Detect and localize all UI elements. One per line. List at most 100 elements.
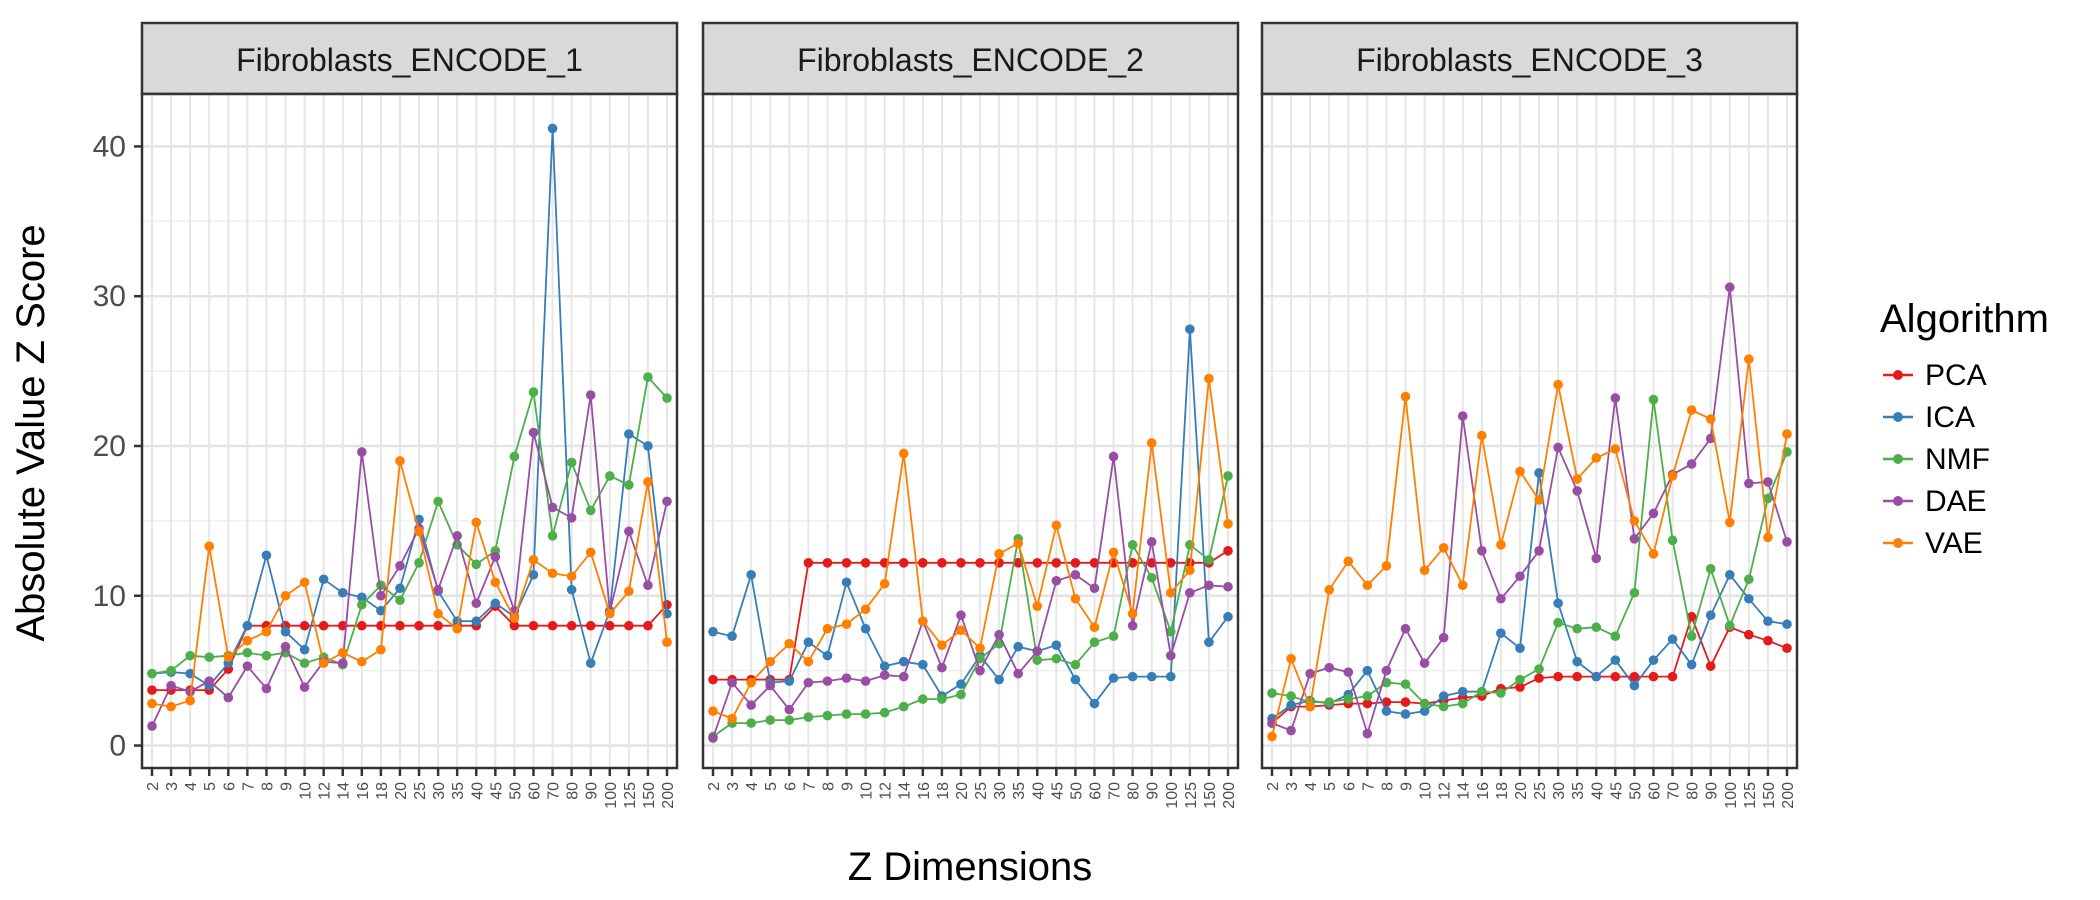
data-point xyxy=(1572,623,1582,634)
data-point xyxy=(860,623,871,634)
series-ica xyxy=(1267,468,1792,724)
series-line xyxy=(151,375,668,675)
data-point xyxy=(147,698,157,709)
data-point xyxy=(1705,610,1716,621)
data-point xyxy=(1108,451,1119,462)
data-point xyxy=(975,558,985,568)
data-point xyxy=(357,447,367,457)
data-point xyxy=(1667,471,1678,481)
data-point xyxy=(509,613,520,624)
series-ica xyxy=(708,324,1233,709)
data-point xyxy=(1165,626,1176,637)
data-point xyxy=(395,595,405,606)
plot-area xyxy=(703,94,1238,768)
x-tick-label: 35 xyxy=(450,782,467,800)
data-point xyxy=(1223,581,1233,592)
data-point xyxy=(1400,697,1411,707)
data-point xyxy=(1724,517,1735,528)
data-point xyxy=(1667,634,1678,644)
data-point xyxy=(204,652,215,662)
data-point xyxy=(662,496,672,507)
data-point xyxy=(1070,593,1081,604)
data-point xyxy=(185,686,195,697)
series-vae xyxy=(147,456,672,712)
x-tick-label: 150 xyxy=(1202,782,1219,809)
data-point xyxy=(1362,728,1373,739)
data-point xyxy=(1724,620,1735,631)
legend-swatch-point xyxy=(1893,412,1903,422)
data-point xyxy=(708,674,718,685)
data-point xyxy=(395,561,405,571)
data-point xyxy=(147,685,157,695)
data-point xyxy=(898,671,909,682)
x-tick-label: 4 xyxy=(1303,782,1320,791)
data-point xyxy=(585,505,596,516)
data-point xyxy=(1286,653,1296,664)
x-tick-label: 16 xyxy=(916,782,933,800)
data-point xyxy=(1146,438,1157,448)
series-line xyxy=(1271,472,1788,720)
data-point xyxy=(1457,698,1468,709)
data-point xyxy=(1591,553,1602,564)
data-point xyxy=(1013,641,1023,652)
x-tick-label: 2 xyxy=(1265,782,1282,791)
data-point xyxy=(803,677,814,688)
x-tick-label: 12 xyxy=(317,782,334,800)
data-point xyxy=(1610,631,1621,641)
legend-item-vae: VAE xyxy=(1883,527,1983,560)
data-point xyxy=(1089,637,1100,647)
data-point xyxy=(376,590,386,601)
x-tick-label: 9 xyxy=(279,782,296,791)
data-point xyxy=(708,706,718,716)
data-point xyxy=(1629,534,1640,544)
data-point xyxy=(1705,414,1716,424)
x-tick-label: 9 xyxy=(840,782,857,791)
data-point xyxy=(566,571,577,582)
data-point xyxy=(1108,547,1119,558)
data-point xyxy=(1127,671,1138,682)
panel-title: Fibroblasts_ENCODE_3 xyxy=(1356,42,1703,78)
data-point xyxy=(765,656,776,667)
data-point xyxy=(1553,442,1563,453)
data-point xyxy=(318,620,329,631)
data-point xyxy=(1686,459,1697,469)
panel-border xyxy=(1260,92,1799,770)
data-point xyxy=(528,620,539,631)
data-point xyxy=(1089,698,1100,709)
x-tick-label: 90 xyxy=(1145,782,1162,800)
x-tick-label: 40 xyxy=(1589,782,1606,800)
data-point xyxy=(1496,540,1506,550)
data-point xyxy=(1400,391,1411,402)
data-point xyxy=(1763,493,1773,504)
x-tick-label: 50 xyxy=(507,782,524,800)
x-tick-label: 90 xyxy=(584,782,601,800)
data-point xyxy=(566,620,577,631)
data-point xyxy=(1457,686,1468,697)
data-point xyxy=(261,650,272,661)
x-tick-label: 4 xyxy=(744,782,761,791)
data-point xyxy=(433,620,443,631)
data-point xyxy=(822,676,833,686)
data-point xyxy=(1610,393,1621,403)
data-point xyxy=(299,620,310,631)
data-point xyxy=(1724,282,1735,293)
x-tick-label: 150 xyxy=(1761,782,1778,809)
data-point xyxy=(994,629,1004,640)
data-point xyxy=(1286,691,1296,701)
x-tick-label: 7 xyxy=(1360,782,1377,791)
data-point xyxy=(1286,700,1296,710)
panel-title: Fibroblasts_ENCODE_1 xyxy=(236,42,583,78)
data-point xyxy=(1127,608,1138,619)
x-tick-label: 125 xyxy=(1742,782,1759,809)
data-point xyxy=(1724,569,1735,580)
data-point xyxy=(1343,556,1354,567)
legend-items: PCA ICA NMF DAE VAE xyxy=(1883,359,1990,560)
data-point xyxy=(1553,617,1563,628)
x-tick-label: 200 xyxy=(1221,782,1238,809)
data-point xyxy=(727,713,737,724)
data-point xyxy=(1686,611,1697,622)
data-point xyxy=(509,620,520,631)
y-tick-label: 20 xyxy=(93,430,126,463)
data-point xyxy=(1477,430,1487,441)
data-point xyxy=(1438,701,1449,712)
